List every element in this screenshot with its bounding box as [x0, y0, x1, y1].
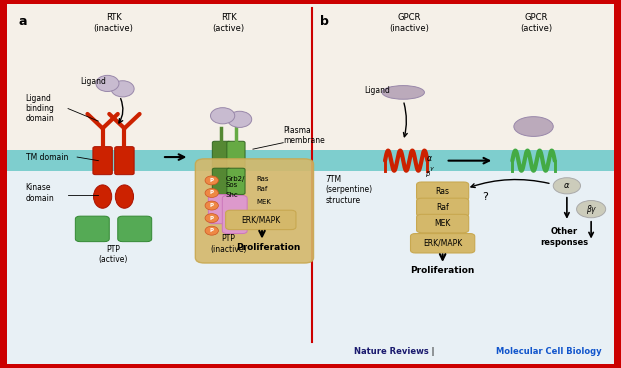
Text: Kinase
domain: Kinase domain: [25, 183, 55, 203]
Ellipse shape: [96, 75, 119, 92]
Text: Nature Reviews: Nature Reviews: [354, 347, 428, 356]
FancyBboxPatch shape: [196, 159, 314, 263]
Ellipse shape: [205, 226, 219, 235]
FancyBboxPatch shape: [209, 195, 233, 224]
Text: RTK
(active): RTK (active): [212, 13, 245, 33]
Text: b: b: [320, 15, 329, 28]
FancyBboxPatch shape: [93, 146, 112, 175]
Bar: [7, 150, 614, 171]
Text: Proliferation: Proliferation: [236, 243, 301, 252]
Text: ERK/MAPK: ERK/MAPK: [423, 239, 462, 248]
Ellipse shape: [111, 81, 134, 97]
Text: Ligand: Ligand: [80, 77, 106, 86]
Text: Raf: Raf: [437, 203, 449, 212]
Text: a: a: [19, 15, 27, 28]
FancyBboxPatch shape: [212, 168, 230, 194]
FancyBboxPatch shape: [222, 195, 247, 234]
FancyBboxPatch shape: [75, 216, 109, 242]
FancyBboxPatch shape: [225, 210, 296, 230]
Text: TM domain: TM domain: [25, 153, 68, 162]
FancyBboxPatch shape: [227, 141, 245, 173]
Text: P: P: [210, 191, 214, 195]
Ellipse shape: [576, 201, 605, 218]
Text: GPCR
(active): GPCR (active): [520, 13, 553, 33]
Ellipse shape: [514, 117, 553, 137]
Bar: [7, 4, 614, 150]
Text: ?: ?: [482, 192, 488, 202]
Text: |: |: [428, 347, 437, 356]
Text: β: β: [425, 171, 430, 177]
Ellipse shape: [211, 108, 235, 124]
Bar: [7, 171, 614, 364]
Text: Ras: Ras: [435, 187, 450, 196]
Text: MEK: MEK: [256, 199, 271, 205]
FancyBboxPatch shape: [115, 146, 134, 175]
Text: Plasma
membrane: Plasma membrane: [283, 126, 325, 145]
Text: MEK: MEK: [435, 219, 451, 228]
Text: Shc: Shc: [225, 192, 238, 198]
FancyBboxPatch shape: [417, 198, 469, 216]
FancyBboxPatch shape: [417, 182, 469, 200]
Ellipse shape: [382, 86, 424, 99]
Ellipse shape: [116, 185, 134, 208]
Text: Raf: Raf: [256, 186, 267, 192]
Text: Molecular Cell Biology: Molecular Cell Biology: [496, 347, 601, 356]
Text: Ras: Ras: [256, 176, 268, 182]
Text: Ligand: Ligand: [364, 86, 390, 95]
Text: P: P: [210, 216, 214, 221]
Text: Proliferation: Proliferation: [410, 266, 475, 275]
FancyBboxPatch shape: [227, 168, 245, 194]
Text: P: P: [210, 228, 214, 233]
Ellipse shape: [553, 178, 581, 194]
Text: GPCR
(inactive): GPCR (inactive): [389, 13, 429, 33]
FancyBboxPatch shape: [410, 234, 474, 253]
Text: Ligand
binding
domain: Ligand binding domain: [25, 94, 55, 124]
Text: Other
responses: Other responses: [540, 227, 588, 247]
Ellipse shape: [94, 185, 112, 208]
Text: Sos: Sos: [225, 182, 238, 188]
FancyBboxPatch shape: [212, 141, 230, 173]
Text: γ: γ: [430, 166, 433, 171]
Ellipse shape: [205, 188, 219, 198]
Text: PTP
(active): PTP (active): [99, 245, 128, 265]
Text: βγ: βγ: [586, 205, 596, 214]
Text: ERK/MAPK: ERK/MAPK: [241, 215, 281, 224]
Text: α: α: [564, 181, 569, 190]
Text: 7TM
(serpentine)
structure: 7TM (serpentine) structure: [325, 175, 373, 205]
FancyBboxPatch shape: [417, 214, 469, 233]
Ellipse shape: [227, 111, 252, 127]
Text: P: P: [210, 203, 214, 208]
Text: α: α: [427, 154, 432, 163]
Ellipse shape: [205, 201, 219, 210]
Text: Grb2/: Grb2/: [225, 176, 245, 182]
Text: P: P: [210, 178, 214, 183]
Ellipse shape: [205, 214, 219, 223]
Text: PTP
(inactive): PTP (inactive): [211, 234, 247, 254]
Ellipse shape: [205, 176, 219, 185]
FancyBboxPatch shape: [118, 216, 152, 242]
Text: RTK
(inactive): RTK (inactive): [94, 13, 134, 33]
